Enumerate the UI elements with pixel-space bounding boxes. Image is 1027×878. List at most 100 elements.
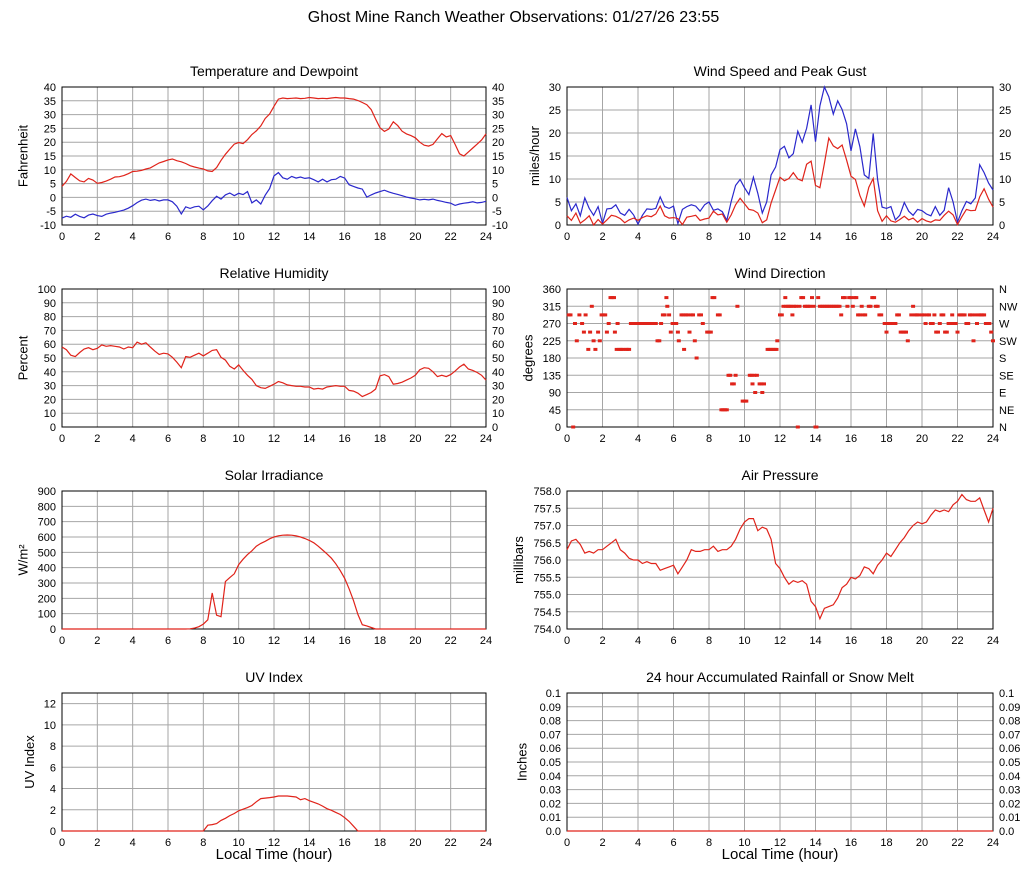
y-tick-label: 10 (44, 720, 56, 732)
y-tick-label-right: 0.06 (999, 743, 1020, 755)
x-tick-label: 6 (165, 635, 171, 646)
y-tick-label-right: 20 (492, 394, 504, 406)
x-tick-label: 22 (445, 231, 457, 242)
y-tick-label: 90 (44, 298, 56, 310)
series-peak-gust (566, 85, 994, 226)
x-tick-label: 4 (130, 635, 136, 646)
x-tick-label: 0 (564, 837, 570, 849)
y-tick-label: 0.05 (540, 757, 561, 769)
x-tick-label: 18 (374, 433, 386, 444)
y-tick-label: 756.5 (533, 538, 561, 550)
x-tick-label: 8 (200, 433, 206, 444)
y-tick-label-right: 0.08 (999, 716, 1020, 728)
x-tick-label: 18 (880, 231, 892, 242)
x-tick-label: 8 (706, 635, 712, 646)
x-tick-label: 2 (599, 433, 605, 444)
plot-frame (566, 288, 994, 428)
y-tick-label: 756.0 (533, 555, 561, 567)
chart-uv-index: UV Index 0 2 4 6 8 10 12 14 16 18 20 22 24 0 2 4 6 8 10 12 UV… (0, 646, 513, 878)
x-tick-label: 14 (809, 635, 821, 646)
y-tick-label-right: 0 (492, 422, 498, 434)
x-tick-label: 10 (738, 433, 750, 444)
y-tick-label: 40 (44, 367, 56, 379)
x-tick-label: 20 (409, 231, 421, 242)
chart-rainfall: 24 hour Accumulated Rainfall or Snow Mel… (513, 646, 1027, 878)
x-tick-label: 20 (916, 837, 928, 849)
y-tick-label: 0 (555, 422, 561, 434)
x-tick-label: 14 (303, 635, 315, 646)
y-tick-label-right: 30 (492, 381, 504, 393)
y-tick-label-right: 100 (492, 284, 510, 296)
y-axis-label: Fahrenheit (16, 125, 31, 188)
x-tick-label: 2 (94, 231, 100, 242)
y-tick-label: 35 (44, 96, 56, 108)
x-tick-label: 0 (59, 635, 65, 646)
y-tick-label: 10 (44, 408, 56, 420)
x-tick-label: 16 (339, 433, 351, 444)
x-tick-label: 12 (268, 837, 280, 849)
y-tick-label: 60 (44, 339, 56, 351)
series-solar-irradiance (62, 534, 486, 630)
plot-frame (61, 288, 487, 428)
x-tick-label: 6 (670, 231, 676, 242)
y-tick-label-right: 0 (492, 192, 498, 204)
x-tick-label: 2 (94, 433, 100, 444)
y-tick-label: 15 (44, 151, 56, 163)
y-tick-label: 700 (38, 517, 56, 529)
x-tick-label: 12 (774, 837, 786, 849)
y-tick-label-right: 0.04 (999, 771, 1020, 783)
plot-frame (61, 490, 487, 630)
y-tick-label-right: 0.09 (999, 702, 1020, 714)
x-tick-label: 2 (599, 231, 605, 242)
plot-frame (566, 86, 994, 226)
rainfall-plot: 24 hour Accumulated Rainfall or Snow Mel… (515, 669, 1021, 863)
y-tick-label: 15 (549, 151, 561, 163)
y-tick-label-right: 0.02 (999, 798, 1020, 810)
y-tick-label: 30 (44, 110, 56, 122)
y-tick-label: 900 (38, 486, 56, 498)
series-temperature (61, 96, 487, 187)
y-tick-label-right: 0.0 (999, 826, 1014, 838)
chart-wind-direction: Wind Direction 0 2 4 6 8 10 12 14 16 18 20 22 24 0 N 45 N… (513, 242, 1027, 444)
y-tick-label: 2 (50, 805, 56, 817)
x-tick-label: 24 (987, 433, 999, 444)
y-tick-label-right: 10 (999, 174, 1011, 186)
x-tick-label: 10 (233, 635, 245, 646)
y-tick-label-right: 10 (492, 165, 504, 177)
x-tick-label: 16 (339, 837, 351, 849)
chart-title: Temperature and Dewpoint (190, 63, 358, 79)
x-tick-label: 14 (809, 837, 821, 849)
y-axis-label: miles/hour (527, 125, 542, 186)
y-axis-label: W/m² (16, 544, 31, 576)
x-tick-label: 8 (706, 433, 712, 444)
y-tick-label: 0.02 (540, 798, 561, 810)
y-tick-label: 70 (44, 325, 56, 337)
x-tick-label: 14 (303, 433, 315, 444)
y-tick-label: 0 (50, 422, 56, 434)
x-tick-label: 8 (200, 837, 206, 849)
x-tick-label: 6 (165, 837, 171, 849)
y-tick-label: 40 (44, 82, 56, 94)
x-tick-label: 22 (951, 433, 963, 444)
y-tick-label-right: S (999, 353, 1006, 365)
y-tick-label-right: 80 (492, 312, 504, 324)
x-tick-label: 24 (987, 231, 999, 242)
x-tick-label: 8 (706, 231, 712, 242)
x-tick-label: 0 (564, 433, 570, 444)
y-tick-label-right: 0.1 (999, 688, 1014, 700)
y-tick-label-right: NE (999, 405, 1014, 417)
x-tick-label: 4 (130, 231, 136, 242)
y-tick-label: 300 (38, 578, 56, 590)
y-tick-label: 10 (549, 174, 561, 186)
x-tick-label: 20 (916, 635, 928, 646)
x-tick-label: 20 (916, 433, 928, 444)
y-tick-label: 200 (38, 593, 56, 605)
y-tick-label-right: 0.05 (999, 757, 1020, 769)
y-tick-label: 90 (549, 388, 561, 400)
y-tick-label: 755.0 (533, 590, 561, 602)
y-tick-label-right: E (999, 388, 1006, 400)
y-tick-label-right: SW (999, 336, 1017, 348)
